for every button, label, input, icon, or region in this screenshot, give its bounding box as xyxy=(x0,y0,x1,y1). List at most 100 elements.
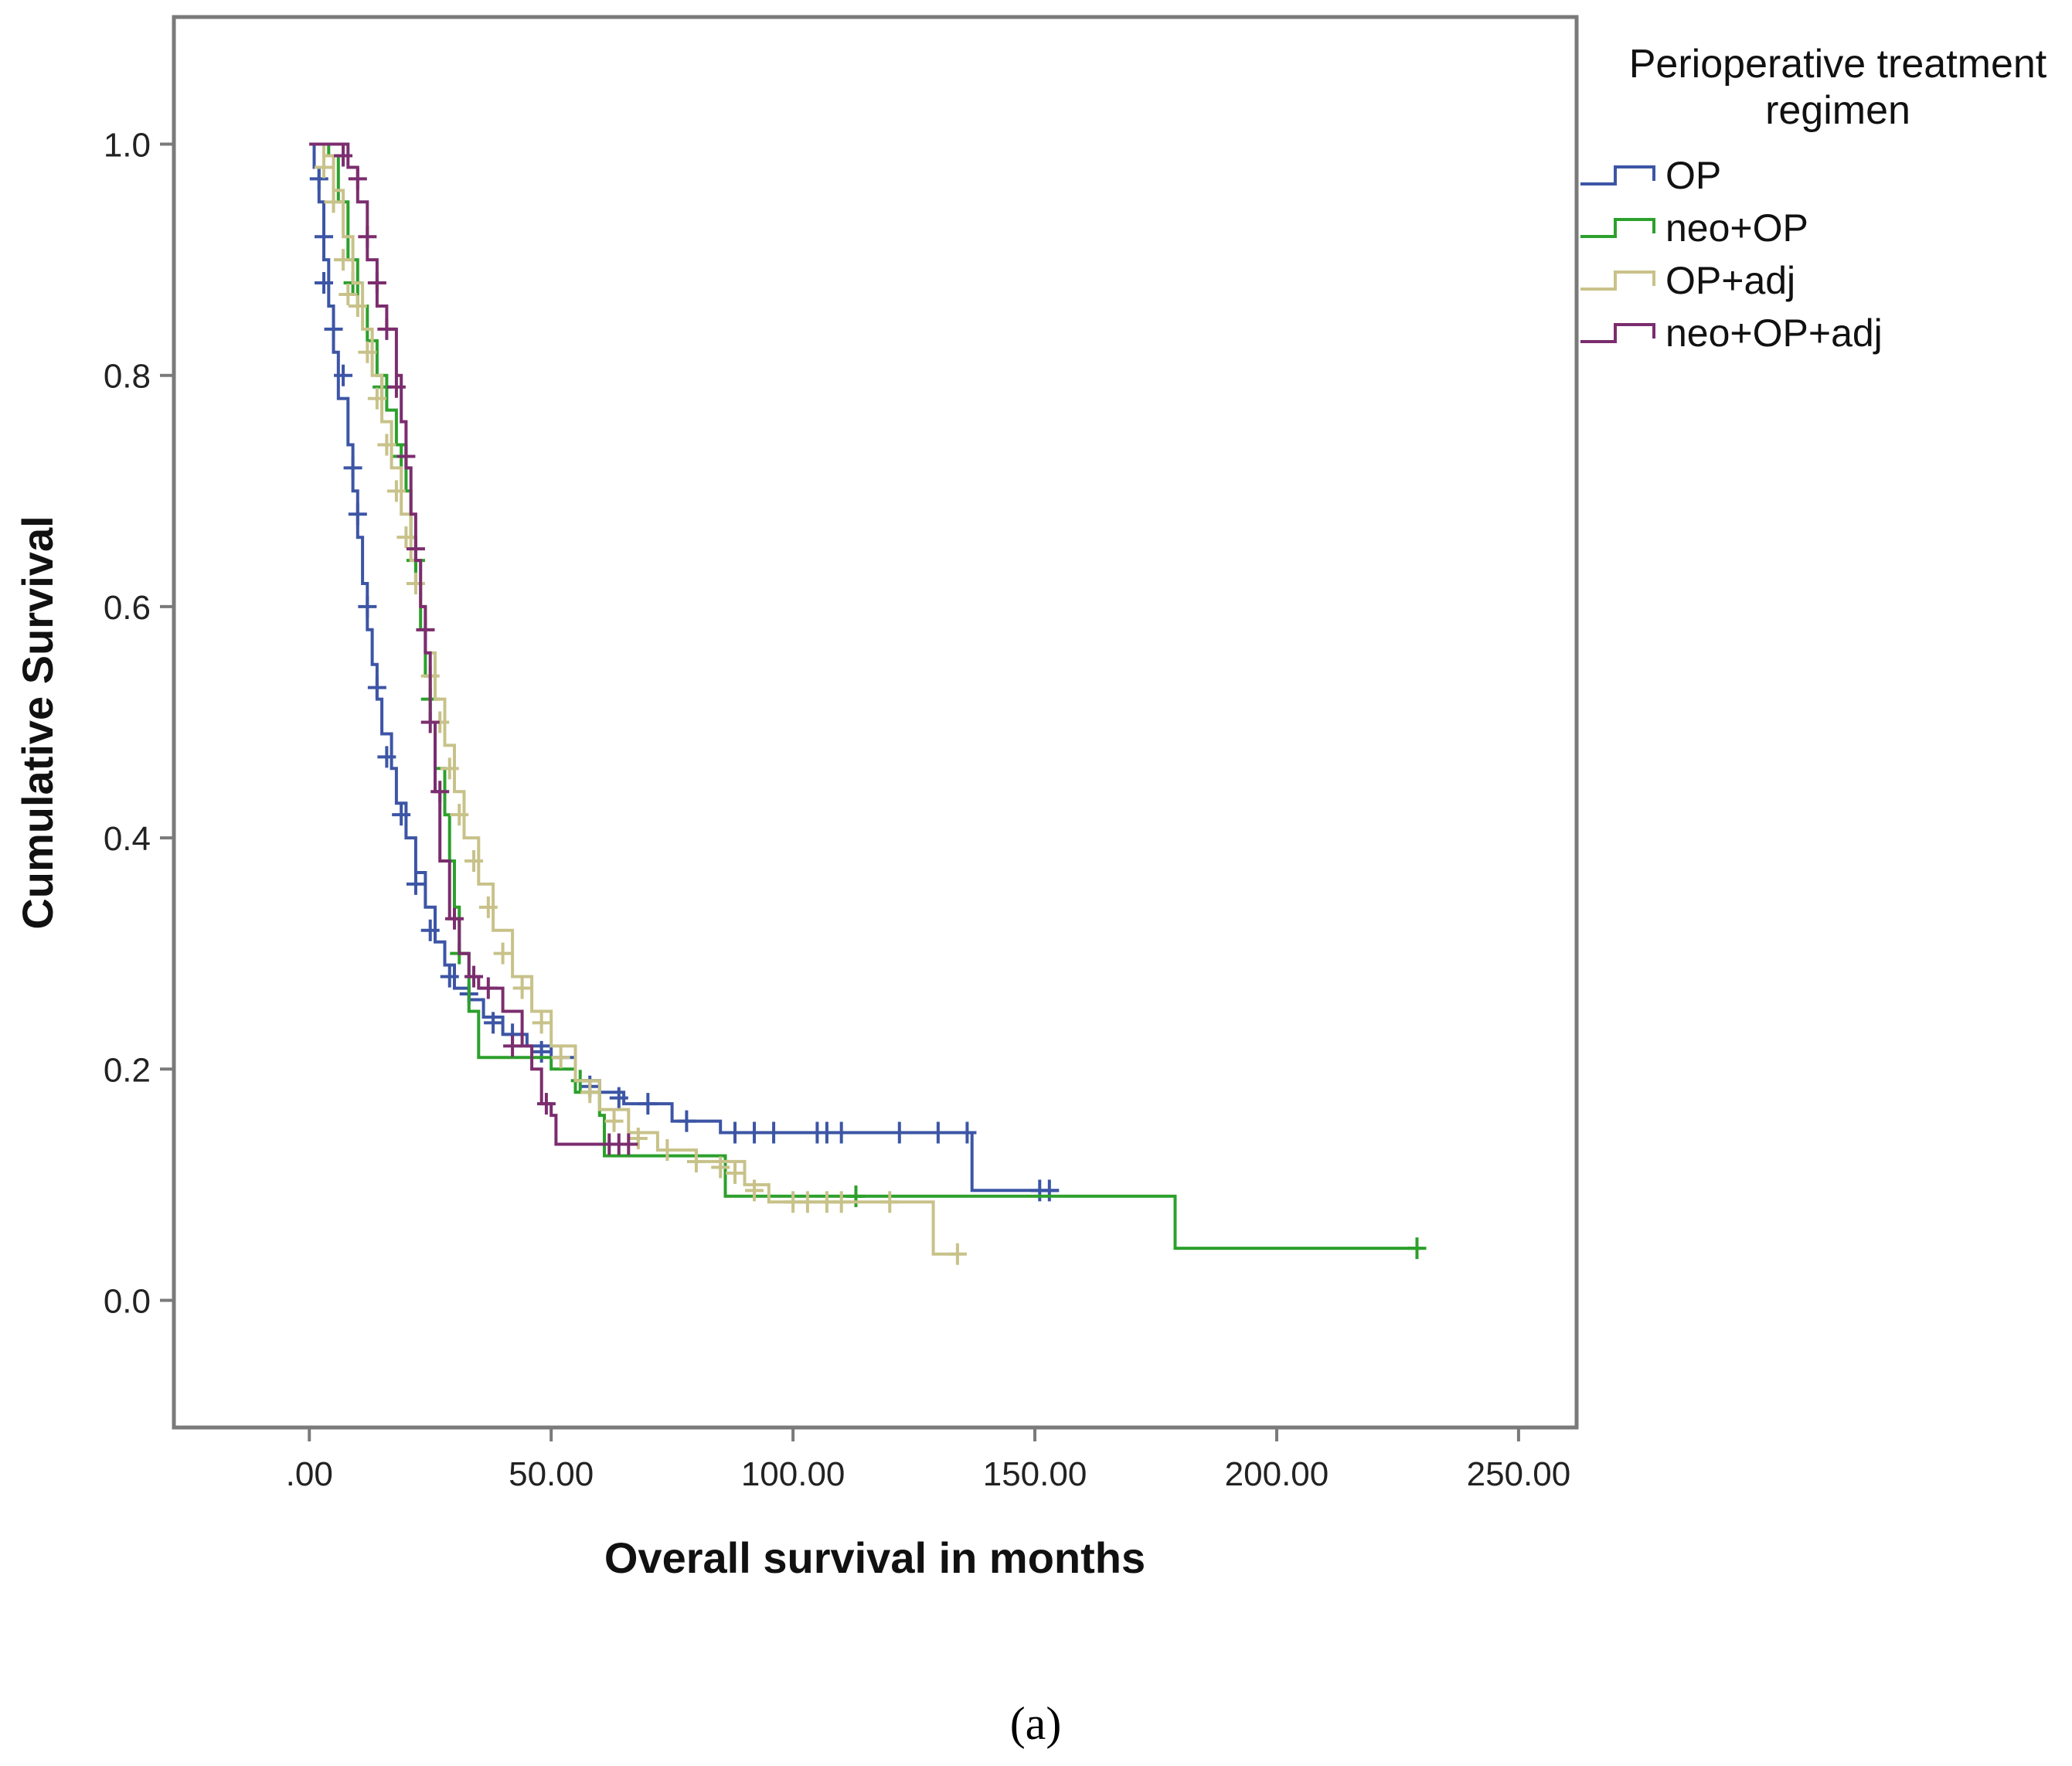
figure-caption: (a) xyxy=(1010,1698,1062,1749)
censor-mark-neo-op-adj xyxy=(464,965,484,988)
legend-label-neo-op-adj: neo+OP+adj xyxy=(1665,311,1883,355)
legend-swatch-neo-op xyxy=(1580,218,1655,238)
censor-mark-op-adj xyxy=(396,526,416,549)
censor-mark-op-adj xyxy=(832,1191,851,1213)
censor-mark-op xyxy=(832,1121,851,1144)
legend-swatch-neo-op-adj xyxy=(1580,323,1655,343)
x-tick-label: 150.00 xyxy=(983,1455,1087,1493)
x-tick-label: 200.00 xyxy=(1225,1455,1329,1493)
censor-mark-neo-op-adj xyxy=(478,977,498,999)
censor-mark-op-adj xyxy=(512,977,532,999)
censor-mark-neo-op xyxy=(1407,1237,1427,1260)
legend: Perioperative treatment regimen OP neo+OP… xyxy=(1580,42,2047,355)
censor-mark-op xyxy=(392,804,411,826)
x-axis-title: Overall survival in months xyxy=(604,1533,1145,1582)
censor-mark-op xyxy=(677,1110,696,1132)
y-tick-label: 0.4 xyxy=(104,820,151,858)
censor-mark-op-adj xyxy=(604,1110,624,1132)
censor-mark-op xyxy=(324,318,343,340)
survival-curves xyxy=(309,142,1427,1265)
censor-mark-op xyxy=(348,503,367,526)
censor-mark-op-adj xyxy=(334,249,353,271)
censor-mark-op-adj xyxy=(478,896,498,918)
censor-mark-op-adj xyxy=(726,1162,744,1184)
censor-mark-op xyxy=(315,226,334,248)
censor-mark-neo-op-adj xyxy=(358,226,377,248)
censor-mark-op-adj xyxy=(367,387,386,410)
censor-mark-op xyxy=(377,746,396,768)
censor-mark-neo-op-adj xyxy=(430,781,450,803)
x-tick-label: 100.00 xyxy=(741,1455,845,1493)
censor-mark-op-adj xyxy=(339,284,358,306)
censor-mark-op-adj xyxy=(377,434,396,456)
censor-mark-op-adj xyxy=(658,1138,677,1161)
censor-mark-op xyxy=(484,1012,503,1034)
censor-mark-op-adj xyxy=(745,1179,764,1202)
x-tick-label: 250.00 xyxy=(1467,1455,1571,1493)
censor-mark-op xyxy=(638,1093,658,1115)
censor-mark-neo-op-adj xyxy=(420,711,440,733)
censor-mark-neo-op-adj xyxy=(406,538,425,560)
censor-mark-op-adj xyxy=(628,1128,648,1150)
censor-mark-op-adj xyxy=(450,804,469,826)
x-tick-label: .00 xyxy=(286,1455,333,1493)
censor-mark-op-adj xyxy=(324,191,343,213)
censor-mark-neo-op-adj xyxy=(386,376,406,398)
censor-mark-op xyxy=(726,1121,744,1144)
censor-mark-op-adj xyxy=(315,156,334,179)
censor-mark-op xyxy=(958,1121,977,1144)
censor-mark-op xyxy=(334,364,353,386)
censor-mark-neo-op-adj xyxy=(619,1133,638,1155)
censor-mark-op xyxy=(764,1121,784,1144)
censor-mark-op-adj xyxy=(551,1046,570,1069)
censor-mark-neo-op-adj xyxy=(367,272,386,294)
censor-mark-op-adj xyxy=(686,1150,706,1172)
survival-curve-neo-op-adj xyxy=(309,142,629,1146)
censor-mark-op xyxy=(315,272,334,294)
y-tick-label: 0.2 xyxy=(104,1051,151,1089)
censor-mark-op xyxy=(358,595,377,618)
censor-mark-neo-op-adj xyxy=(377,318,396,340)
censor-mark-op-adj xyxy=(493,942,512,965)
censor-mark-op xyxy=(890,1121,909,1144)
censor-mark-op-adj xyxy=(464,850,484,873)
censor-mark-op xyxy=(309,168,328,190)
y-tick-label: 0.6 xyxy=(104,589,151,627)
censor-mark-neo-op-adj xyxy=(536,1093,556,1115)
censor-mark-op xyxy=(406,873,425,895)
legend-label-op-adj: OP+adj xyxy=(1665,259,1795,302)
censor-mark-op-adj xyxy=(348,294,367,317)
legend-swatch-op xyxy=(1580,165,1655,185)
censor-mark-op-adj xyxy=(711,1156,730,1179)
legend-title-line-2: regimen xyxy=(1765,88,1910,133)
censor-mark-op-adj xyxy=(580,1081,600,1104)
censor-mark-op xyxy=(440,965,459,988)
censor-mark-op xyxy=(343,457,362,479)
censor-mark-neo-op-adj xyxy=(334,145,353,167)
legend-label-op: OP xyxy=(1665,154,1721,197)
censor-mark-op-adj xyxy=(532,1012,551,1034)
censor-mark-neo-op-adj xyxy=(348,168,367,190)
censor-mark-op xyxy=(609,1087,628,1109)
legend-title-line-1: Perioperative treatment xyxy=(1629,42,2047,87)
censor-mark-op-adj xyxy=(798,1191,817,1213)
legend-swatch-op-adj xyxy=(1580,271,1655,291)
censor-mark-neo-op-adj xyxy=(445,907,464,930)
censor-mark-op-adj xyxy=(358,341,377,363)
x-tick-label: 50.00 xyxy=(509,1455,594,1493)
survival-curve-op-adj xyxy=(309,142,963,1256)
censor-mark-op-adj xyxy=(440,757,459,780)
plot-area-frame xyxy=(172,15,1579,1430)
y-tick-label: 0.8 xyxy=(104,358,151,396)
censor-mark-op xyxy=(420,919,440,941)
censor-mark-op xyxy=(745,1121,764,1144)
legend-label-neo-op: neo+OP xyxy=(1665,206,1808,250)
y-tick-label: 0.0 xyxy=(104,1282,151,1320)
censor-mark-neo-op-adj xyxy=(416,618,435,641)
censor-mark-op xyxy=(367,676,386,699)
censor-mark-neo-op-adj xyxy=(503,1035,522,1057)
y-tick-label: 1.0 xyxy=(104,127,151,165)
censor-mark-op-adj xyxy=(386,480,406,502)
censor-mark-op xyxy=(928,1121,948,1144)
